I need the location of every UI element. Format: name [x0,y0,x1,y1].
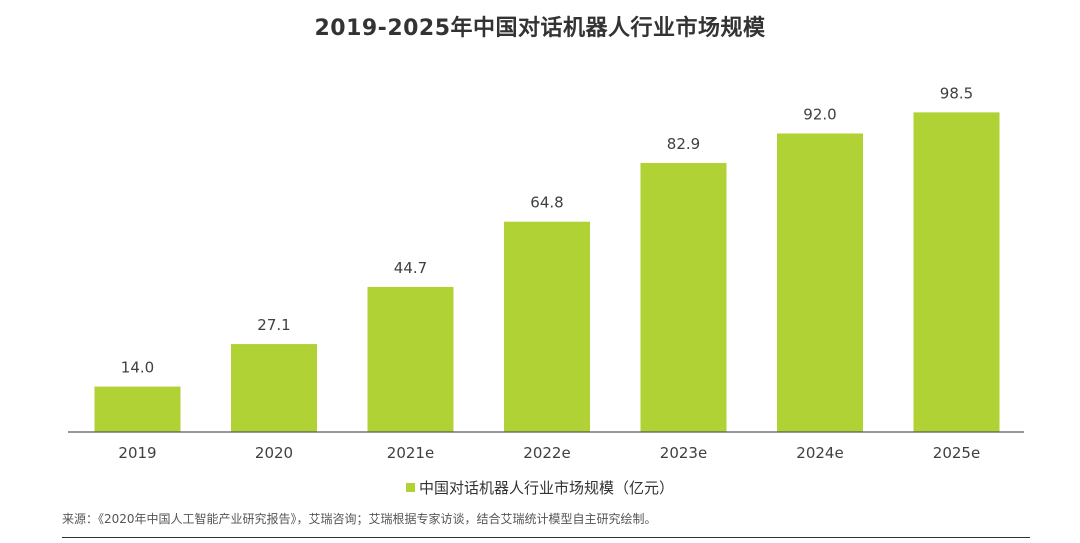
bar-2025e [913,112,1000,433]
legend: 中国对话机器人行业市场规模（亿元） [0,477,1080,498]
value-label-2023e: 82.9 [667,135,700,153]
value-label-2025e: 98.5 [940,84,973,102]
x-tick-label-2019: 2019 [118,444,156,462]
x-tick-label-2021e: 2021e [387,444,434,462]
legend-swatch [405,483,415,492]
value-label-2019: 14.0 [121,359,154,377]
x-tick-label-2020: 2020 [255,444,293,462]
bar-2022e [504,221,590,432]
bar-2021e [367,286,454,432]
bar-2019 [94,386,181,432]
value-label-2024e: 92.0 [803,105,836,123]
bar-2024e [777,133,863,432]
value-label-2020: 27.1 [257,316,290,334]
x-tick-label-2024e: 2024e [796,444,843,462]
legend-label: 中国对话机器人行业市场规模（亿元） [418,479,674,497]
value-label-2022e: 64.8 [530,194,563,212]
bar-2020 [231,344,317,432]
bottom-divider [62,537,1030,538]
x-tick-label-2022e: 2022e [523,444,570,462]
source-note: 来源：《2020年中国人工智能产业研究报告》，艾瑞咨询；艾瑞根据专家访谈，结合艾… [62,512,657,526]
chart-title: 2019-2025年中国对话机器人行业市场规模 [314,16,766,41]
bar-2023e [640,162,727,432]
bars-group [94,112,1000,433]
x-tick-labels-group: 2019 2020 2021e 2022e 2023e 2024e 2025e [118,444,980,462]
value-label-2021e: 44.7 [394,259,427,277]
x-tick-label-2025e: 2025e [933,444,980,462]
value-labels-group: 14.0 27.1 44.7 64.8 82.9 92.0 98.5 [121,84,973,376]
x-tick-label-2023e: 2023e [660,444,707,462]
